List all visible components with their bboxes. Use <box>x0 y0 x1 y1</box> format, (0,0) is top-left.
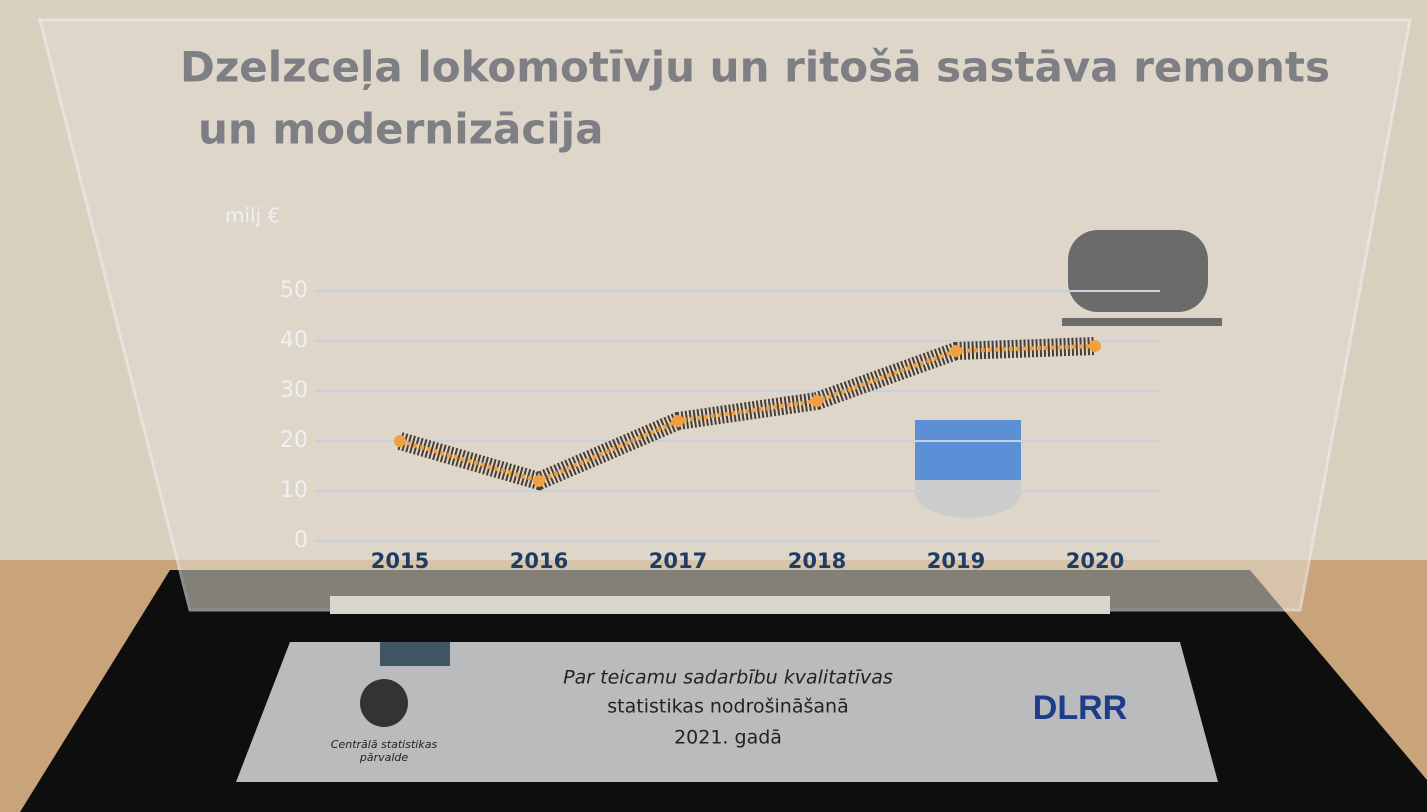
x-tick-label: 2016 <box>510 549 568 573</box>
point <box>672 415 684 427</box>
x-tick-label: 2015 <box>371 549 429 573</box>
point <box>950 345 962 357</box>
x-tick-label: 2020 <box>1066 549 1124 573</box>
plaque-line: Par teicamu sadarbību kvalitatīvas <box>563 667 893 689</box>
logo-text: pārvalde <box>359 751 409 764</box>
y-tick-label: 20 <box>280 428 308 453</box>
panel-slot <box>330 596 1110 614</box>
y-tick-label: 0 <box>294 528 308 553</box>
y-tick-label: 50 <box>280 278 308 303</box>
x-tick-label: 2018 <box>788 549 846 573</box>
plaque-accent <box>380 642 450 666</box>
point <box>394 435 406 447</box>
page: {"chart_data": {"type": "line", "title":… <box>0 0 1427 812</box>
point <box>811 395 823 407</box>
point <box>1089 340 1101 352</box>
plaque-line: 2021. gadā <box>674 727 782 749</box>
photo: Par teicamu sadarbību kvalitatīvas stati… <box>0 0 1427 812</box>
logo-text: Centrālā statistikas <box>331 738 438 751</box>
point <box>533 475 545 487</box>
plaque-line: statistikas nodrošināšanā <box>607 696 848 718</box>
y-tick-label: 40 <box>280 328 308 353</box>
coat-of-arms <box>915 420 1021 480</box>
y-axis-label: milj € <box>225 204 280 228</box>
dlrr-logo: DLRR <box>1033 689 1127 727</box>
csp-emblem <box>360 679 408 727</box>
chart-title: Dzelzceļa lokomotīvju un ritošā sastāva … <box>180 43 1330 92</box>
y-tick-label: 30 <box>280 378 308 403</box>
chart-title: un modernizācija <box>198 105 603 154</box>
x-tick-label: 2019 <box>927 549 985 573</box>
x-tick-label: 2017 <box>649 549 707 573</box>
y-tick-label: 10 <box>280 478 308 503</box>
